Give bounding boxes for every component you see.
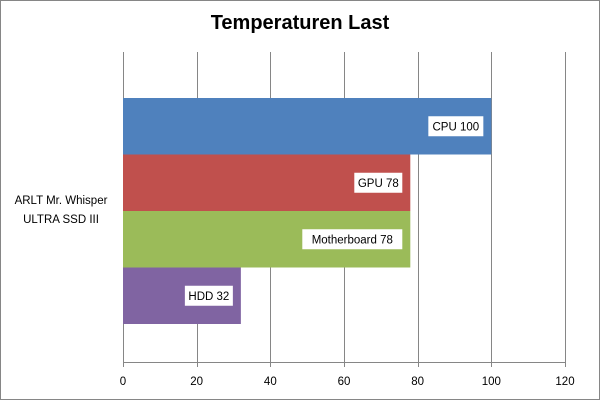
category-label-line-2: ULTRA SSD III bbox=[23, 214, 99, 226]
category-label-line-1: ARLT Mr. Whisper bbox=[14, 195, 108, 207]
data-label-box-cpu bbox=[428, 116, 484, 137]
x-tick-label-80: 80 bbox=[411, 376, 424, 388]
category-label: ARLT Mr. Whisper ULTRA SSD III bbox=[6, 192, 116, 230]
data-label-gpu: GPU 78 bbox=[358, 178, 399, 190]
data-label-hdd: HDD 32 bbox=[188, 291, 229, 303]
data-label-box-hdd bbox=[184, 285, 233, 306]
x-tick-label-40: 40 bbox=[264, 376, 277, 388]
x-tick-label-0: 0 bbox=[120, 376, 126, 388]
data-label-motherboard: Motherboard 78 bbox=[312, 234, 393, 246]
data-label-box-motherboard bbox=[302, 229, 403, 250]
x-tick-label-100: 100 bbox=[482, 376, 501, 388]
x-tick-label-20: 20 bbox=[190, 376, 203, 388]
chart-title: Temperaturen Last bbox=[210, 12, 390, 34]
x-tick-label-120: 120 bbox=[555, 376, 574, 388]
data-label-cpu: CPU 100 bbox=[432, 121, 479, 133]
x-tick-label-60: 60 bbox=[338, 376, 351, 388]
data-label-box-gpu bbox=[354, 172, 403, 193]
